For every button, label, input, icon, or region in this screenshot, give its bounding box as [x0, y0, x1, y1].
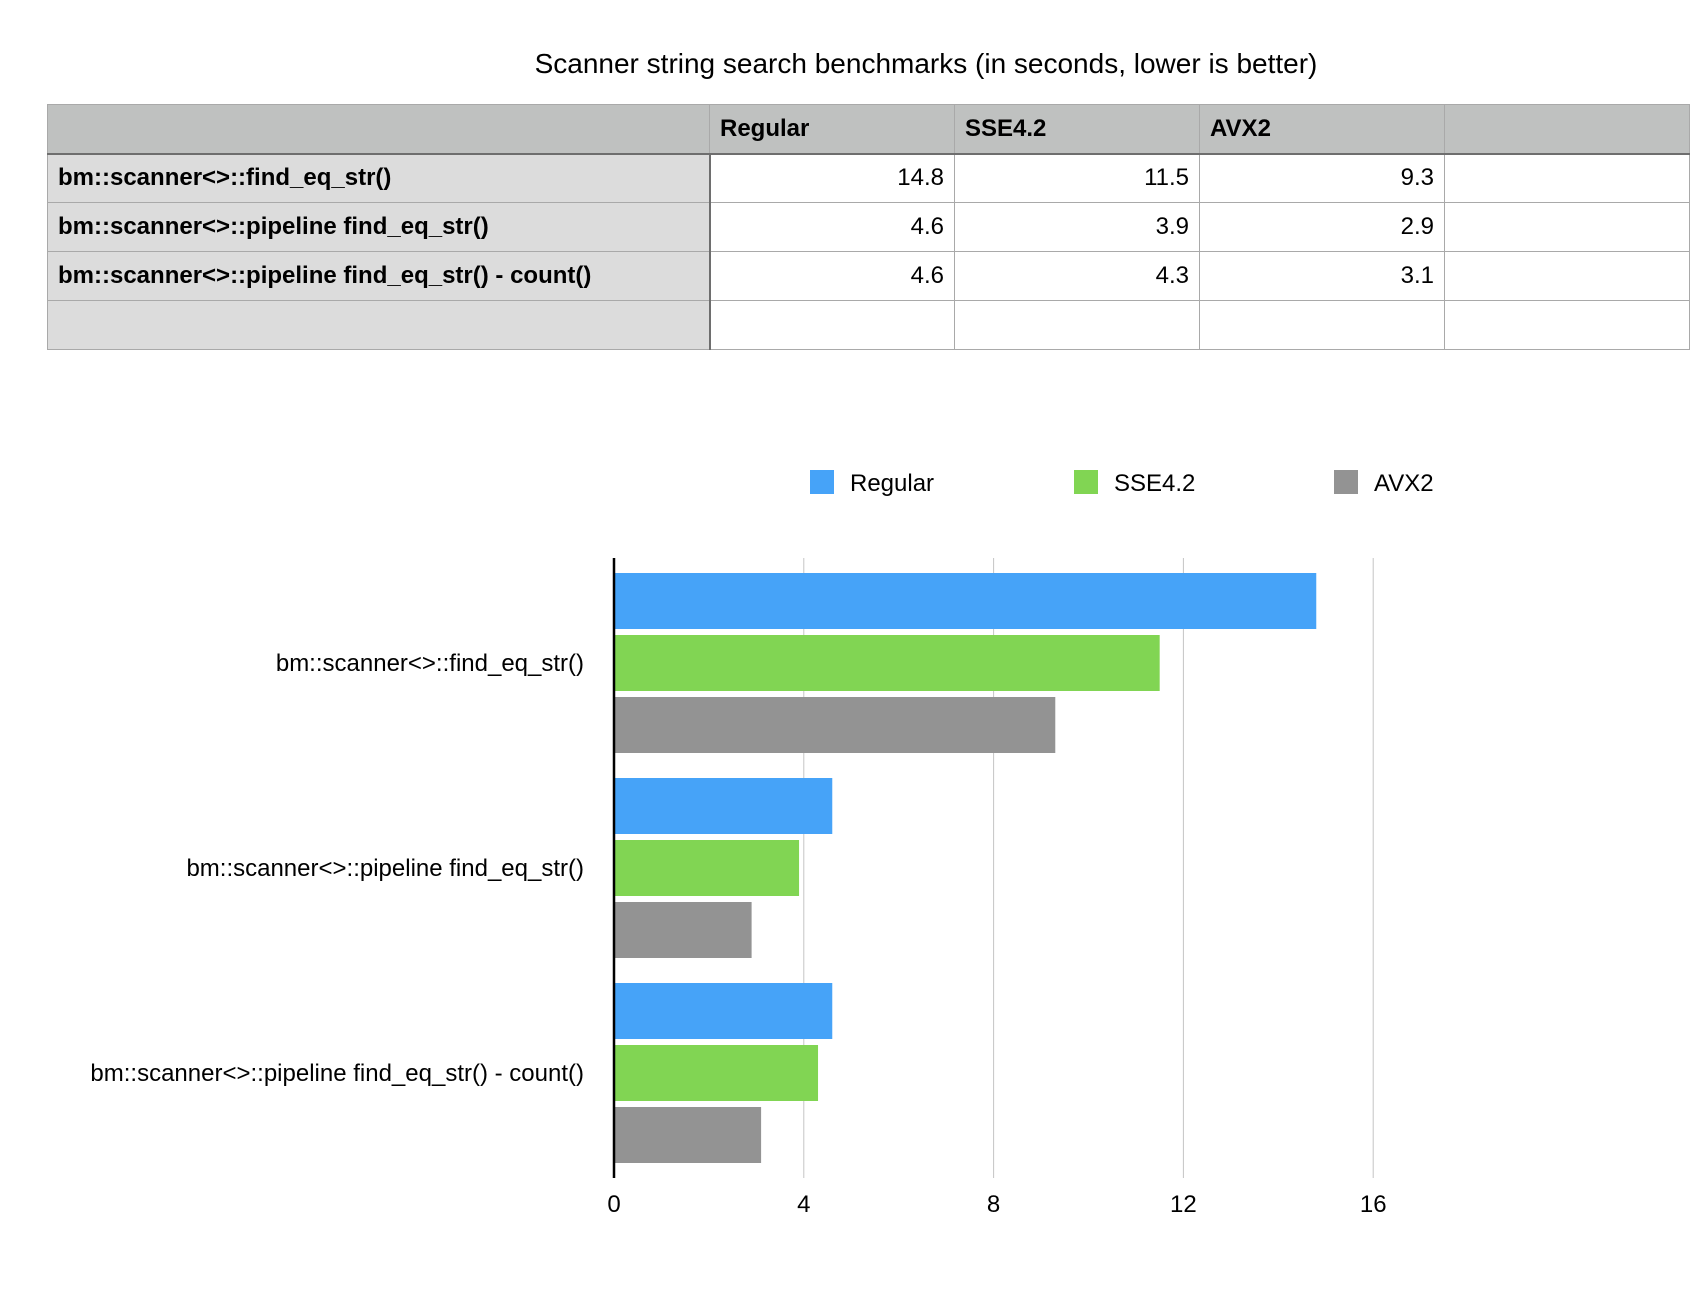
row-label: bm::scanner<>::pipeline find_eq_str()	[47, 202, 711, 252]
header-cell-avx2: AVX2	[1199, 104, 1445, 155]
table-cell: 3.1	[1199, 251, 1445, 301]
table-row: bm::scanner<>::pipeline find_eq_str() 4.…	[47, 202, 1690, 252]
bar-regular	[614, 983, 833, 1039]
legend-label: AVX2	[1374, 470, 1434, 497]
legend-label: SSE4.2	[1114, 470, 1195, 497]
x-tick-label: 0	[607, 1191, 620, 1218]
table-cell	[1199, 300, 1445, 350]
table-cell: 3.9	[954, 202, 1200, 252]
table-cell: 4.6	[709, 251, 955, 301]
table-cell	[1444, 153, 1690, 203]
legend-swatch	[1074, 470, 1098, 494]
legend-swatch	[1334, 470, 1358, 494]
bar-sse42	[614, 1045, 819, 1101]
table-cell	[1444, 202, 1690, 252]
table-row	[47, 300, 1690, 350]
legend: Regular SSE4.2 AVX2	[810, 470, 1434, 497]
bar-avx2	[614, 1107, 762, 1163]
table-row: bm::scanner<>::pipeline find_eq_str() - …	[47, 251, 1690, 301]
table-cell	[954, 300, 1200, 350]
header-cell-regular: Regular	[709, 104, 955, 155]
table-cell	[1444, 300, 1690, 350]
bar-avx2	[614, 902, 752, 958]
header-cell-corner	[47, 104, 710, 155]
axis-layer: 0 4 8 12 16 bm::scanner<>::find_eq_str()bm::s…	[90, 558, 1387, 1218]
table-cell: 4.6	[709, 202, 955, 252]
bar-regular	[614, 778, 833, 834]
legend-swatch	[810, 470, 834, 494]
x-tick-label: 12	[1170, 1191, 1197, 1218]
x-tick-label: 16	[1360, 1191, 1387, 1218]
header-cell-empty	[1444, 104, 1690, 155]
table-title: Scanner string search benchmarks (in sec…	[534, 48, 1318, 79]
table-cell: 11.5	[954, 153, 1200, 203]
table-cell: 2.9	[1199, 202, 1445, 252]
x-tick-label: 4	[797, 1191, 810, 1218]
bar-sse42	[614, 635, 1160, 691]
data-table: Regular SSE4.2 AVX2 bm::scanner<>::find_…	[47, 104, 1690, 350]
bar-avx2	[614, 697, 1056, 753]
table-cell: 4.3	[954, 251, 1200, 301]
x-tick-label: 8	[987, 1191, 1000, 1218]
table-cell: 14.8	[709, 153, 955, 203]
header-cell-sse42: SSE4.2	[954, 104, 1200, 155]
bar-sse42	[614, 840, 800, 896]
legend-label: Regular	[850, 470, 934, 497]
table-cell	[1444, 251, 1690, 301]
table-header-row: Regular SSE4.2 AVX2	[47, 104, 1690, 155]
category-label: bm::scanner<>::pipeline find_eq_str()	[186, 855, 584, 882]
row-label: bm::scanner<>::pipeline find_eq_str() - …	[47, 251, 711, 301]
category-label: bm::scanner<>::find_eq_str()	[276, 650, 584, 677]
row-label: bm::scanner<>::find_eq_str()	[47, 153, 711, 203]
table-cell	[709, 300, 955, 350]
bar-regular	[614, 573, 1317, 629]
category-label: bm::scanner<>::pipeline find_eq_str() - …	[90, 1060, 584, 1087]
bar-layer	[614, 573, 1317, 1163]
row-label	[47, 300, 711, 350]
